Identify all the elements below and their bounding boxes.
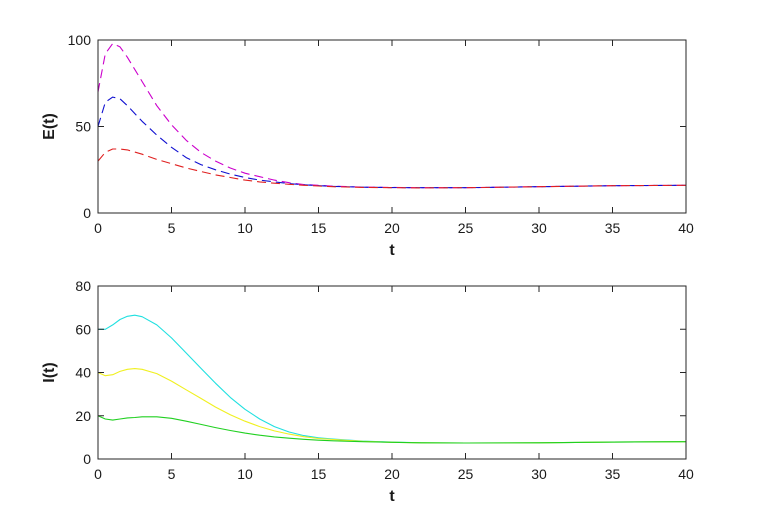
x-tick-label: 25 [458,466,474,482]
x-tick-label: 30 [531,220,547,236]
axes-box [97,285,687,460]
x-axis-label: t [389,242,395,259]
series-layer [97,314,687,444]
exposed-series-blue [97,96,687,189]
y-tick-label: 20 [75,408,91,424]
y-tick-label: 60 [75,321,91,337]
x-tick-label: 20 [384,220,400,236]
x-tick-label: 30 [531,466,547,482]
infected-series-yellow [97,368,687,444]
x-tick-label: 35 [605,466,621,482]
x-tick-label: 40 [678,220,694,236]
infected-series-cyan [98,314,687,444]
x-tick-label: 15 [311,220,327,236]
y-axis-label: I(t) [41,362,58,382]
x-tick-label: 5 [168,220,176,236]
y-axis-label: E(t) [41,113,58,140]
y-tick-label: 50 [75,119,91,135]
y-tick-label: 100 [68,32,92,48]
x-tick-label: 35 [605,220,621,236]
x-tick-label: 10 [237,466,253,482]
x-axis-label: t [389,488,395,505]
series-layer [97,42,687,189]
y-tick-label: 80 [75,278,91,294]
y-tick-label: 40 [75,365,91,381]
tick-layer: 0 5 10 15 20 25 30 35 40 0 20 40 60 80 [75,278,694,482]
y-tick-label: 0 [83,451,91,467]
tick-layer: 0 5 10 15 20 25 30 35 40 0 50 100 [68,32,694,236]
plot-exposed: 0 5 10 15 20 25 30 35 40 0 50 100 t E(t) [41,32,694,259]
x-tick-label: 20 [384,466,400,482]
infected-series-green [97,415,687,444]
x-tick-label: 0 [94,466,102,482]
x-tick-label: 5 [168,466,176,482]
plot-infected: 0 5 10 15 20 25 30 35 40 0 20 40 60 80 t I(t) [41,278,694,505]
x-tick-label: 0 [94,220,102,236]
x-tick-label: 10 [237,220,253,236]
x-tick-label: 25 [458,220,474,236]
x-tick-label: 40 [678,466,694,482]
exposed-series-red [97,148,687,189]
y-tick-label: 0 [83,205,91,221]
exposed-series-magenta [97,42,687,189]
x-tick-label: 15 [311,466,327,482]
